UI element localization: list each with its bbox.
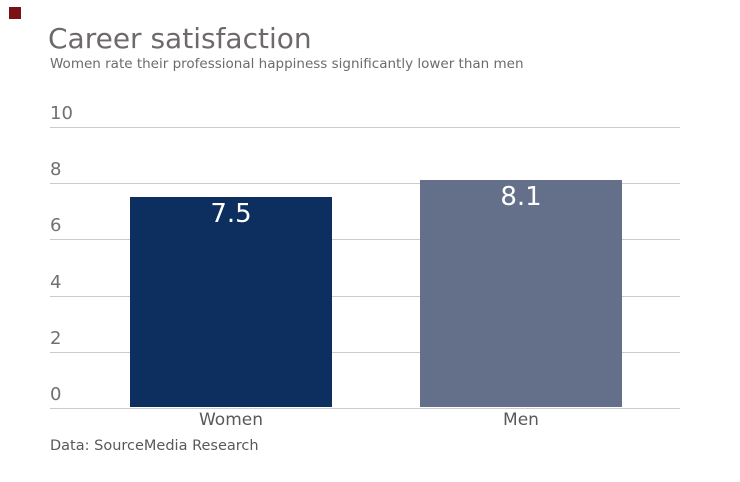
x-axis-label-men: Men (503, 410, 539, 430)
y-tick-label-8: 8 (50, 159, 62, 181)
y-tick-label-2: 2 (50, 327, 62, 349)
bar-value-label-women: 7.5 (210, 199, 252, 230)
y-tick-label-4: 4 (50, 271, 62, 293)
bar-value-label-men: 8.1 (500, 182, 542, 213)
gridline-y2 (50, 351, 680, 353)
chart-subtitle: Women rate their professional happiness … (50, 56, 524, 72)
gridline-y8 (50, 183, 680, 185)
gridline-y4 (50, 295, 680, 297)
source-attribution: Data: SourceMedia Research (50, 438, 259, 454)
gridline-y0 (50, 408, 680, 409)
y-tick-label-0: 0 (50, 384, 62, 405)
y-tick-label-6: 6 (50, 215, 62, 237)
gridline-y6 (50, 239, 680, 241)
chart-title: Career satisfaction (48, 22, 312, 55)
bar-women: 7.5 (130, 197, 332, 407)
brand-mark-square (9, 7, 21, 19)
gridline-y10 (50, 127, 680, 128)
x-axis-label-women: Women (198, 410, 263, 430)
bar-men: 8.1 (420, 180, 622, 407)
y-tick-label-10: 10 (50, 103, 73, 124)
